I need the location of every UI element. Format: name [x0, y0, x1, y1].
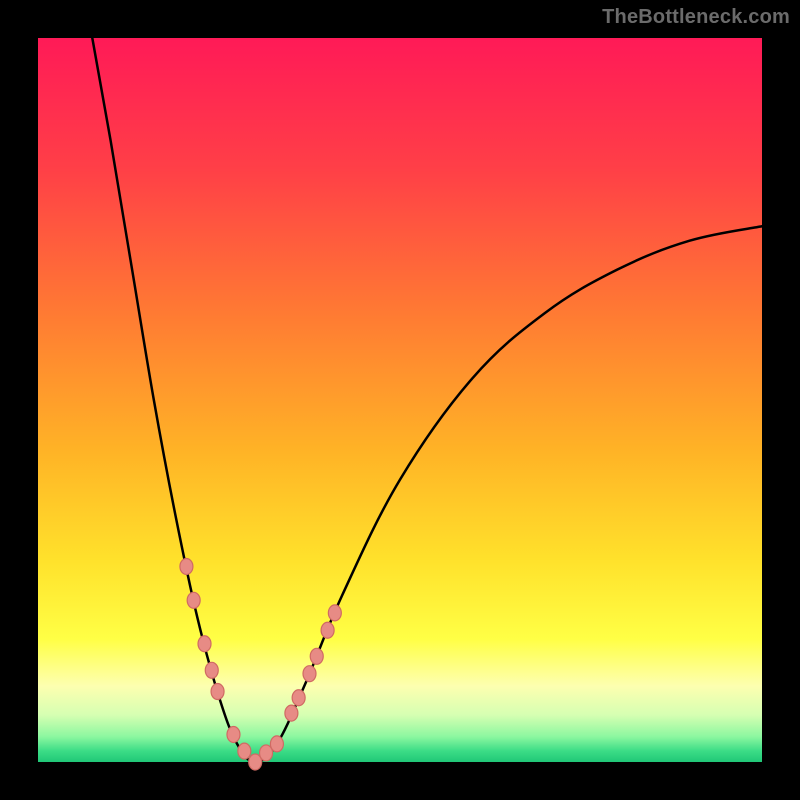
data-marker	[211, 684, 224, 700]
data-marker	[238, 743, 251, 759]
data-marker	[180, 559, 193, 575]
data-marker	[328, 605, 341, 621]
data-marker	[285, 705, 298, 721]
chart-container: TheBottleneck.com	[0, 0, 800, 800]
data-marker	[205, 662, 218, 678]
data-marker	[198, 636, 211, 652]
bottleneck-chart	[0, 0, 800, 800]
data-marker	[292, 690, 305, 706]
data-marker	[310, 648, 323, 664]
data-marker	[321, 622, 334, 638]
chart-gradient-bg	[38, 38, 762, 762]
data-marker	[187, 592, 200, 608]
data-marker	[303, 666, 316, 682]
data-marker	[270, 736, 283, 752]
watermark-text: TheBottleneck.com	[602, 6, 790, 29]
data-marker	[227, 726, 240, 742]
